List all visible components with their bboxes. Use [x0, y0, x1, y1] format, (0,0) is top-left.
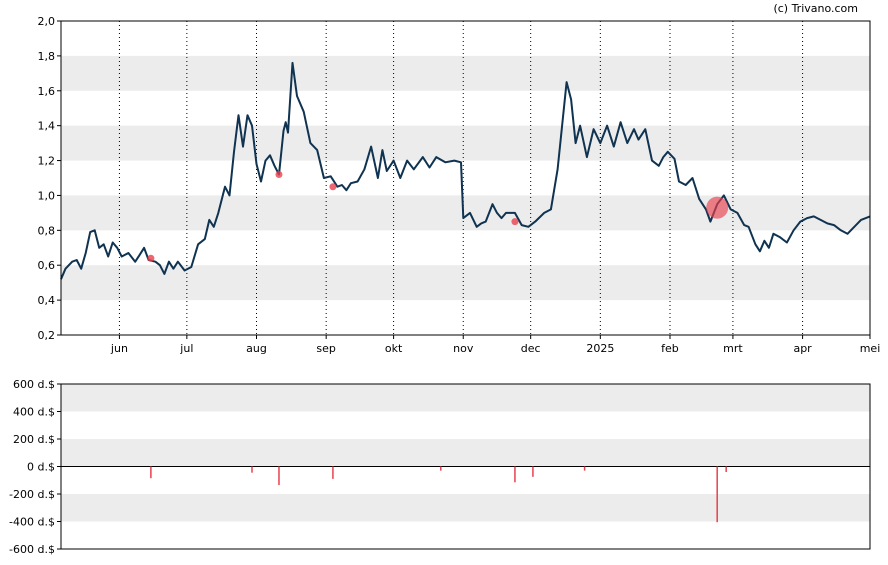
y-tick-label: 0,2: [38, 329, 56, 342]
price-series-line: [60, 61, 871, 280]
y-tick-label: -200 d.$: [9, 488, 55, 501]
x-tick-label: mei: [860, 342, 881, 355]
x-tick-label: sep: [316, 342, 335, 355]
x-tick-label: nov: [453, 342, 474, 355]
volume-y-axis: 600 d.$ 400 d.$ 200 d.$ 0 d.$ -200 d.$ -400 d…: [9, 378, 61, 556]
y-tick-label: 1,0: [38, 189, 56, 202]
x-tick-label: apr: [793, 342, 812, 355]
y-tick-label: 0 d.$: [27, 461, 55, 474]
x-tick-label: 2025: [586, 342, 614, 355]
y-tick-label: -400 d.$: [9, 516, 55, 529]
volume-background-bands: [61, 384, 870, 522]
credit-text: (c) Trivano.com: [773, 2, 858, 15]
price-band: [61, 125, 870, 161]
y-tick-label: 200 d.$: [13, 433, 55, 446]
volume-band: [61, 384, 870, 412]
price-x-axis: jun jul aug sep okt nov dec 2025 feb mrt apr mei: [110, 335, 880, 355]
y-tick-label: 1,2: [38, 155, 56, 168]
volume-bars: [150, 466, 727, 523]
event-marker: [275, 171, 283, 179]
x-tick-label: feb: [661, 342, 679, 355]
x-tick-label: mrt: [723, 342, 743, 355]
y-tick-label: 0,8: [38, 224, 56, 237]
y-tick-label: -600 d.$: [9, 543, 55, 556]
event-marker: [706, 196, 729, 219]
price-band: [61, 265, 870, 301]
price-background-bands: [61, 55, 870, 301]
price-y-axis: 2,0 1,8 1,6 1,4 1,2 1,0 0,8 0,6 0,4 0,2: [38, 15, 61, 342]
y-tick-label: 1,6: [38, 85, 56, 98]
price-band: [61, 195, 870, 231]
price-band: [61, 55, 870, 91]
x-tick-label: okt: [385, 342, 403, 355]
y-tick-label: 1,4: [38, 120, 56, 133]
x-tick-label: jun: [110, 342, 128, 355]
price-chart: 2,0 1,8 1,6 1,4 1,2 1,0 0,8 0,6 0,4 0,2 jun jul aug…: [38, 15, 881, 355]
volume-band: [61, 494, 870, 522]
y-tick-label: 400 d.$: [13, 406, 55, 419]
y-tick-label: 2,0: [38, 15, 56, 28]
volume-chart: 600 d.$ 400 d.$ 200 d.$ 0 d.$ -200 d.$ -400 d…: [9, 378, 871, 556]
x-tick-label: dec: [521, 342, 541, 355]
event-marker: [511, 218, 519, 226]
x-tick-label: jul: [179, 342, 193, 355]
price-event-markers: [147, 171, 729, 262]
x-tick-label: aug: [246, 342, 267, 355]
event-marker: [147, 254, 155, 262]
y-tick-label: 0,4: [38, 294, 56, 307]
event-marker: [329, 183, 337, 191]
y-tick-label: 600 d.$: [13, 378, 55, 391]
price-plot-frame: [60, 20, 871, 336]
volume-band: [61, 439, 870, 467]
y-tick-label: 0,6: [38, 259, 56, 272]
y-tick-label: 1,8: [38, 50, 56, 63]
